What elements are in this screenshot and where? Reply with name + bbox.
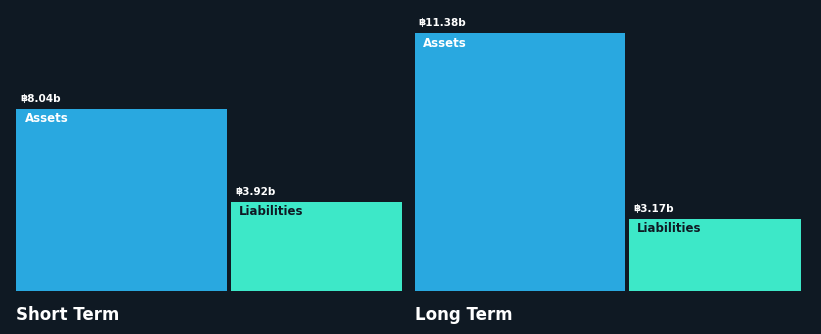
Text: Long Term: Long Term bbox=[415, 306, 512, 324]
Text: Liabilities: Liabilities bbox=[239, 205, 304, 218]
Text: Assets: Assets bbox=[25, 112, 68, 125]
Text: Assets: Assets bbox=[423, 37, 466, 50]
Text: ฿8.04b: ฿8.04b bbox=[21, 94, 61, 104]
Text: ฿3.17b: ฿3.17b bbox=[633, 204, 674, 214]
Text: Short Term: Short Term bbox=[16, 306, 120, 324]
Text: ฿11.38b: ฿11.38b bbox=[419, 18, 466, 28]
Text: ฿3.92b: ฿3.92b bbox=[235, 187, 275, 197]
Text: Liabilities: Liabilities bbox=[637, 222, 702, 235]
